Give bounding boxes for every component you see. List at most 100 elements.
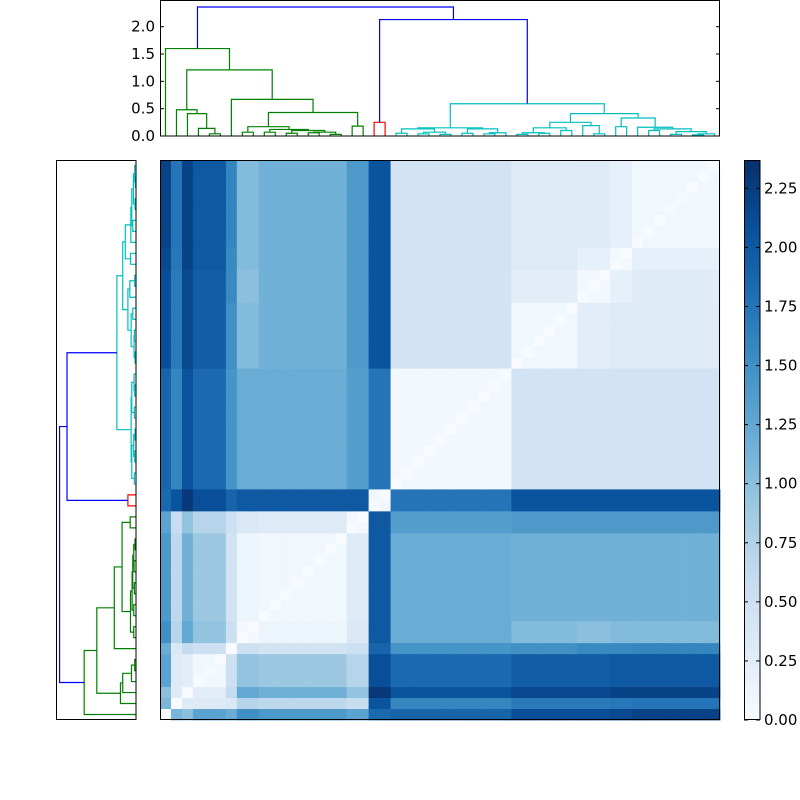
heatmap-cell [324,467,337,479]
heatmap-cell [401,676,413,688]
heatmap-cell [214,313,227,326]
heatmap-cell [335,192,348,205]
heatmap-cell [632,566,644,578]
heatmap-cell [335,214,348,227]
heatmap-cell [566,500,578,512]
heatmap-cell [533,610,545,622]
heatmap-cell [467,192,479,205]
heatmap-cell [687,533,699,545]
heatmap-cell [214,181,227,194]
heatmap-cell [379,522,391,534]
heatmap-cell [478,434,490,446]
heatmap-cell [313,709,326,721]
heatmap-cell [478,302,490,315]
heatmap-cell [247,214,260,227]
heatmap-cell [346,247,359,260]
heatmap-cell [247,247,260,260]
heatmap-cell [467,368,479,381]
heatmap-cell [676,192,688,205]
heatmap-cell [258,676,271,688]
heatmap-cell [456,203,468,216]
heatmap-cell [269,445,282,457]
heatmap-cell [467,544,479,556]
heatmap-cell [192,368,205,381]
heatmap-cell [313,610,326,622]
y-tick-label: 1.0 [131,72,155,90]
heatmap-cell [522,676,534,688]
heatmap-cell [544,434,556,446]
heatmap-cell [489,379,501,391]
heatmap-cell [467,346,479,359]
heatmap-cell [236,357,249,370]
heatmap-cell [335,357,348,370]
heatmap-cell [335,379,348,391]
heatmap-cell [247,544,260,556]
heatmap-cell [434,500,446,512]
heatmap-cell [357,709,370,721]
heatmap-cell [225,566,238,578]
heatmap-cell [192,302,205,315]
heatmap-cell [160,665,172,677]
heatmap-cell [423,445,435,457]
heatmap-cell [478,478,490,490]
heatmap-cell [456,599,468,611]
heatmap-cell [577,247,589,260]
heatmap-cell [192,456,205,468]
heatmap-cell [687,324,699,337]
heatmap-cell [390,434,402,446]
heatmap-cell [335,478,348,490]
heatmap-cell [709,687,721,699]
heatmap-cell [357,236,370,249]
heatmap-cell [412,577,424,589]
heatmap-cell [291,247,304,260]
heatmap-cell [280,467,293,479]
heatmap-cell [709,313,721,326]
heatmap-cell [181,247,194,260]
heatmap-cell [280,588,293,600]
heatmap-cell [335,247,348,260]
top-dendrogram-link [582,125,600,136]
heatmap-cell [676,665,688,677]
heatmap-cell [291,258,304,271]
heatmap-cell [203,269,216,282]
heatmap-cell [467,225,479,238]
heatmap-cell [390,346,402,359]
heatmap-cell [533,291,545,304]
heatmap-cell [390,654,402,666]
heatmap-cell [379,269,391,282]
heatmap-cell [610,357,622,370]
heatmap-cell [445,291,457,304]
heatmap-cell [544,160,556,172]
heatmap-cell [236,291,249,304]
heatmap-cell [676,401,688,413]
heatmap-cell [412,489,424,501]
heatmap-cell [291,203,304,216]
heatmap-cell [401,599,413,611]
heatmap-cell [236,533,249,545]
heatmap-cell [401,632,413,644]
heatmap-cell [599,324,611,337]
heatmap-cell [676,599,688,611]
heatmap-cell [555,643,567,655]
heatmap-cell [621,467,633,479]
heatmap-cell [401,160,413,172]
heatmap-cell [160,236,172,249]
heatmap-cell [401,555,413,567]
heatmap-cell [577,522,589,534]
colorbar-tick-label: 1.25 [764,416,797,434]
heatmap-cell [412,346,424,359]
heatmap-cell [632,379,644,391]
top-dendrogram-link [615,126,628,136]
heatmap-cell [709,676,721,688]
heatmap-cell [456,577,468,589]
heatmap-cell [522,181,534,194]
heatmap-cell [467,566,479,578]
heatmap-cell [247,368,260,381]
heatmap-cell [687,555,699,567]
heatmap-cell [258,478,271,490]
heatmap-cell [654,401,666,413]
heatmap-cell [346,346,359,359]
heatmap-cell [269,533,282,545]
heatmap-cell [203,379,216,391]
heatmap-cell [687,247,699,260]
